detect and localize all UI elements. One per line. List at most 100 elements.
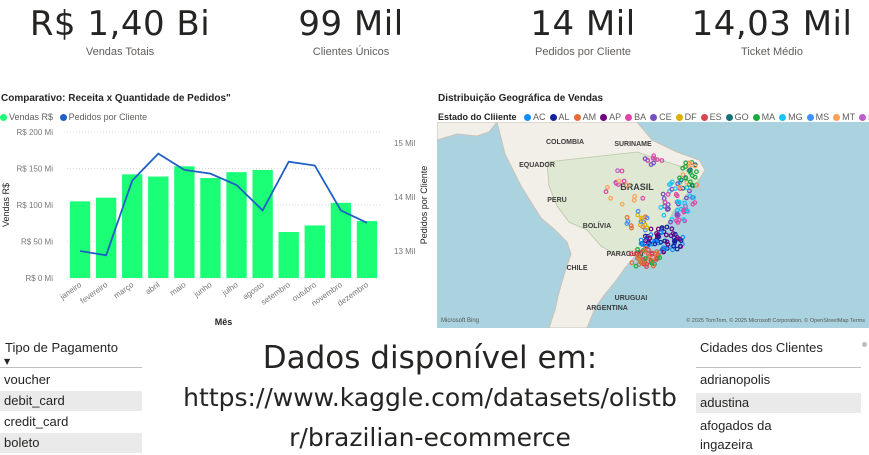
cities-slicer-header: Cidades dos Clientes <box>700 340 823 355</box>
kpi-pedidos-por-cliente: 14 Mil Pedidos por Cliente <box>483 4 683 58</box>
y2-axis-label: Pedidos por Cliente <box>419 166 429 245</box>
country-label-argentina: ARGENTINA <box>586 305 628 312</box>
bar <box>148 177 168 278</box>
legend-dot-icon <box>859 114 866 121</box>
option-label: afogados da <box>700 418 772 433</box>
country-label-suriname: SURINAME <box>614 141 652 148</box>
map-legend-item-df[interactable]: DF <box>673 112 697 122</box>
legend-label: Vendas R$ <box>9 112 53 122</box>
country-label-uruguai: URUGUAI <box>615 295 648 302</box>
y-tick-label: R$ 200 Mi <box>17 128 54 137</box>
bar <box>200 178 220 278</box>
data-source-url-line2: r/brazilian-ecommerce <box>160 421 700 455</box>
legend-label: ES <box>710 112 722 122</box>
legend-label: AC <box>533 112 546 122</box>
city-option[interactable]: adrianopolis <box>696 370 861 390</box>
legend-label: Pedidos por Cliente <box>69 112 148 122</box>
legend-label: GO <box>735 112 749 122</box>
y-tick-label: R$ 0 Mi <box>25 274 53 283</box>
x-tick-label: maio <box>168 280 188 298</box>
option-label: adustina <box>700 395 749 410</box>
map-legend-item-ce[interactable]: CE <box>647 112 672 122</box>
x-tick-label: setembro <box>259 280 292 307</box>
x-tick-label: julho <box>220 280 240 298</box>
y2-tick-label: 13 Mil <box>394 247 416 256</box>
country-label-chile: CHILE <box>567 265 588 272</box>
bar <box>279 232 299 278</box>
legend-dot-icon <box>650 114 657 121</box>
data-source-heading: Dados disponível em: <box>160 338 700 378</box>
legend-item-vendas[interactable]: Vendas R$ <box>0 112 53 122</box>
map-legend-item-es[interactable]: ES <box>698 112 722 122</box>
payment-option-credit-card[interactable]: credit_card <box>0 412 142 432</box>
kpi-value: 99 Mil <box>251 4 451 44</box>
scroll-indicator[interactable] <box>862 342 867 347</box>
x-tick-label: junho <box>192 280 214 299</box>
legend-dot-icon <box>753 114 760 121</box>
map-legend-label: Estado do Cliiente <box>438 112 517 122</box>
legend-dot-icon <box>833 114 840 121</box>
map-legend-item-go[interactable]: GO <box>723 112 749 122</box>
payment-option-debit-card[interactable]: debit_card <box>0 391 142 411</box>
x-axis-label: Mês <box>215 317 233 327</box>
kpi-label: Vendas Totais <box>20 46 220 58</box>
chevron-down-icon[interactable]: ▼ <box>4 357 10 366</box>
map-legend-item-ba[interactable]: BA <box>622 112 646 122</box>
combo-chart-title: Comparativo: Receita x Quantidade de Ped… <box>1 93 231 104</box>
legend-label: AM <box>583 112 597 122</box>
map-legend-item-al[interactable]: AL <box>547 112 570 122</box>
bar <box>96 198 116 278</box>
y2-tick-label: 14 Mil <box>394 193 416 202</box>
y2-tick-label: 15 Mil <box>394 139 416 148</box>
map-legend-item-ma[interactable]: MA <box>750 112 776 122</box>
city-option[interactable]: adustina <box>696 393 861 413</box>
slicer-divider <box>0 367 142 368</box>
kpi-vendas-totais: R$ 1,40 Bi Vendas Totais <box>20 4 220 58</box>
map-legend-item-ms[interactable]: MS <box>804 112 830 122</box>
payment-slicer-header: Tipo de Pagamento <box>5 340 118 355</box>
legend-label: BA <box>634 112 646 122</box>
payment-option-boleto[interactable]: boleto <box>0 433 142 453</box>
slicer-divider <box>696 367 861 368</box>
option-label: credit_card <box>4 414 68 429</box>
legend-label: MT <box>842 112 855 122</box>
y-tick-label: R$ 100 Mi <box>17 201 54 210</box>
option-label: boleto <box>4 435 39 450</box>
legend-dot-icon <box>726 114 733 121</box>
map-legend-item-pa[interactable]: PA <box>856 112 869 122</box>
bar <box>357 221 377 278</box>
y-tick-label: R$ 50 Mi <box>21 238 53 247</box>
x-tick-label: março <box>112 280 136 300</box>
legend-dot-icon <box>60 114 67 121</box>
y-tick-label: R$ 150 Mi <box>17 165 54 174</box>
legend-item-pedidos[interactable]: Pedidos por Cliente <box>57 112 148 122</box>
y-axis-label: Vendas R$ <box>1 183 11 227</box>
bar <box>122 174 142 278</box>
legend-label: AL <box>559 112 570 122</box>
x-tick-label: abril <box>144 280 162 296</box>
bar <box>252 170 272 278</box>
map-legend-item-ac[interactable]: AC <box>521 112 546 122</box>
combo-chart[interactable]: R$ 0 Mi R$ 50 Mi R$ 100 Mi R$ 150 Mi R$ 200 … <box>0 122 430 332</box>
x-tick-label: fevereiro <box>79 280 110 306</box>
kpi-ticket-medio: 14,03 Mil Ticket Médio <box>672 4 869 58</box>
map-legend-item-mt[interactable]: MT <box>830 112 855 122</box>
kpi-value: R$ 1,40 Bi <box>20 4 220 44</box>
legend-dot-icon <box>701 114 708 121</box>
kpi-label: Clientes Únicos <box>251 46 451 58</box>
legend-dot-icon <box>600 114 607 121</box>
legend-dot-icon <box>676 114 683 121</box>
combo-chart-legend: Vendas R$ Pedidos por Cliente <box>0 112 148 122</box>
map-legend-item-am[interactable]: AM <box>571 112 597 122</box>
payment-option-voucher[interactable]: voucher <box>0 370 142 390</box>
option-label: debit_card <box>4 393 65 408</box>
map-legend-item-ap[interactable]: AP <box>597 112 621 122</box>
bar <box>226 172 246 278</box>
legend-label: AP <box>609 112 621 122</box>
map-legend-item-mg[interactable]: MG <box>776 112 803 122</box>
country-label-colombia: COLOMBIA <box>546 139 584 146</box>
legend-label: MA <box>762 112 776 122</box>
